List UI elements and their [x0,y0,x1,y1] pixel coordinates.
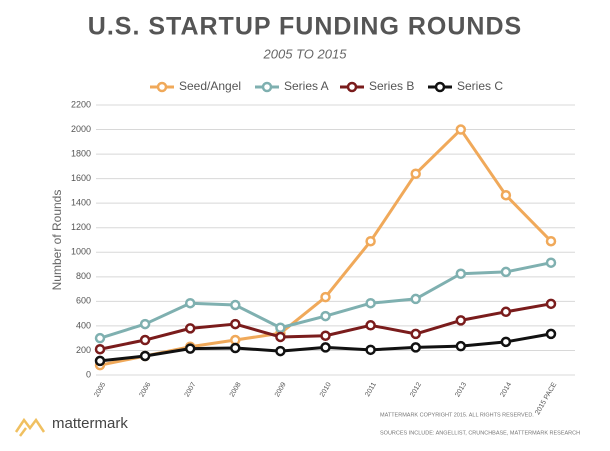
data-point [545,257,557,268]
x-tick-label: 2010 [319,381,333,398]
data-point [500,266,512,278]
y-tick-label: 1000 [71,247,91,257]
x-tick-label: 2014 [499,381,513,398]
legend-label: Series A [284,79,329,93]
data-point [500,306,512,318]
data-point [545,298,557,310]
y-axis-label: Number of Rounds [50,190,64,291]
data-point [365,297,376,309]
data-point [455,315,467,326]
x-tick-label: 2013 [454,381,468,398]
x-tick-label: 2015 PACE [534,381,558,416]
x-tick-label: 2012 [409,381,423,398]
data-point [410,342,421,353]
legend-label: Series B [369,79,414,93]
data-point [365,320,376,331]
data-point [365,235,376,247]
y-tick-label: 600 [76,296,91,306]
data-point [184,323,196,334]
data-point [455,124,467,135]
legend-label: Seed/Angel [179,79,241,93]
x-tick-label: 2006 [139,381,153,398]
data-point [455,340,467,352]
copyright: MATTERMARK COPYRIGHT 2015. ALL RIGHTS RE… [380,412,534,418]
data-point [275,322,286,333]
legend-marker [156,81,168,93]
brand-name: mattermark [52,415,128,432]
data-point [184,343,196,354]
data-point [410,293,421,305]
y-tick-label: 1800 [71,148,91,158]
x-tick-label: 2008 [229,381,243,398]
brand-logo [14,417,46,437]
data-point [230,299,241,311]
x-tick-label: 2011 [364,381,378,398]
data-point [320,291,331,303]
y-tick-label: 1600 [71,173,91,183]
data-point [365,344,376,356]
legend-marker [434,81,446,93]
chart-subtitle: 2005 TO 2015 [263,46,348,61]
data-point [545,328,557,340]
data-point [410,328,421,340]
data-point [320,310,331,322]
legend-marker [346,81,358,93]
data-point [320,330,331,341]
data-point [455,268,467,279]
data-point [139,318,151,330]
data-point [139,350,151,362]
legend-label: Series C [457,79,503,93]
data-point [500,336,512,348]
sources: SOURCES INCLUDE: ANGELLIST, CRUNCHBASE, … [380,430,580,436]
y-tick-label: 2200 [71,99,91,109]
data-point [500,189,512,201]
y-tick-label: 400 [76,320,91,330]
data-point [320,342,331,353]
data-point [94,355,106,367]
data-point [230,318,241,330]
x-tick-label: 2007 [184,381,198,398]
data-point [94,332,106,344]
x-tick-label: 2009 [274,381,288,398]
y-tick-label: 1200 [71,222,91,232]
data-point [230,342,241,354]
data-point [184,297,196,309]
y-tick-label: 800 [76,271,91,281]
y-tick-label: 1400 [71,198,91,208]
legend-marker [261,81,273,93]
data-point [275,345,286,357]
x-tick-label: 2005 [93,381,107,398]
data-point [94,343,106,355]
data-point [139,334,151,346]
y-tick-label: 0 [86,369,91,379]
y-tick-label: 2000 [71,124,91,134]
series-line [99,128,553,367]
data-point [410,168,421,179]
y-tick-label: 200 [76,345,91,355]
data-point [275,331,286,343]
data-point [545,235,557,247]
chart-title: U.S. STARTUP FUNDING ROUNDS [88,13,522,41]
